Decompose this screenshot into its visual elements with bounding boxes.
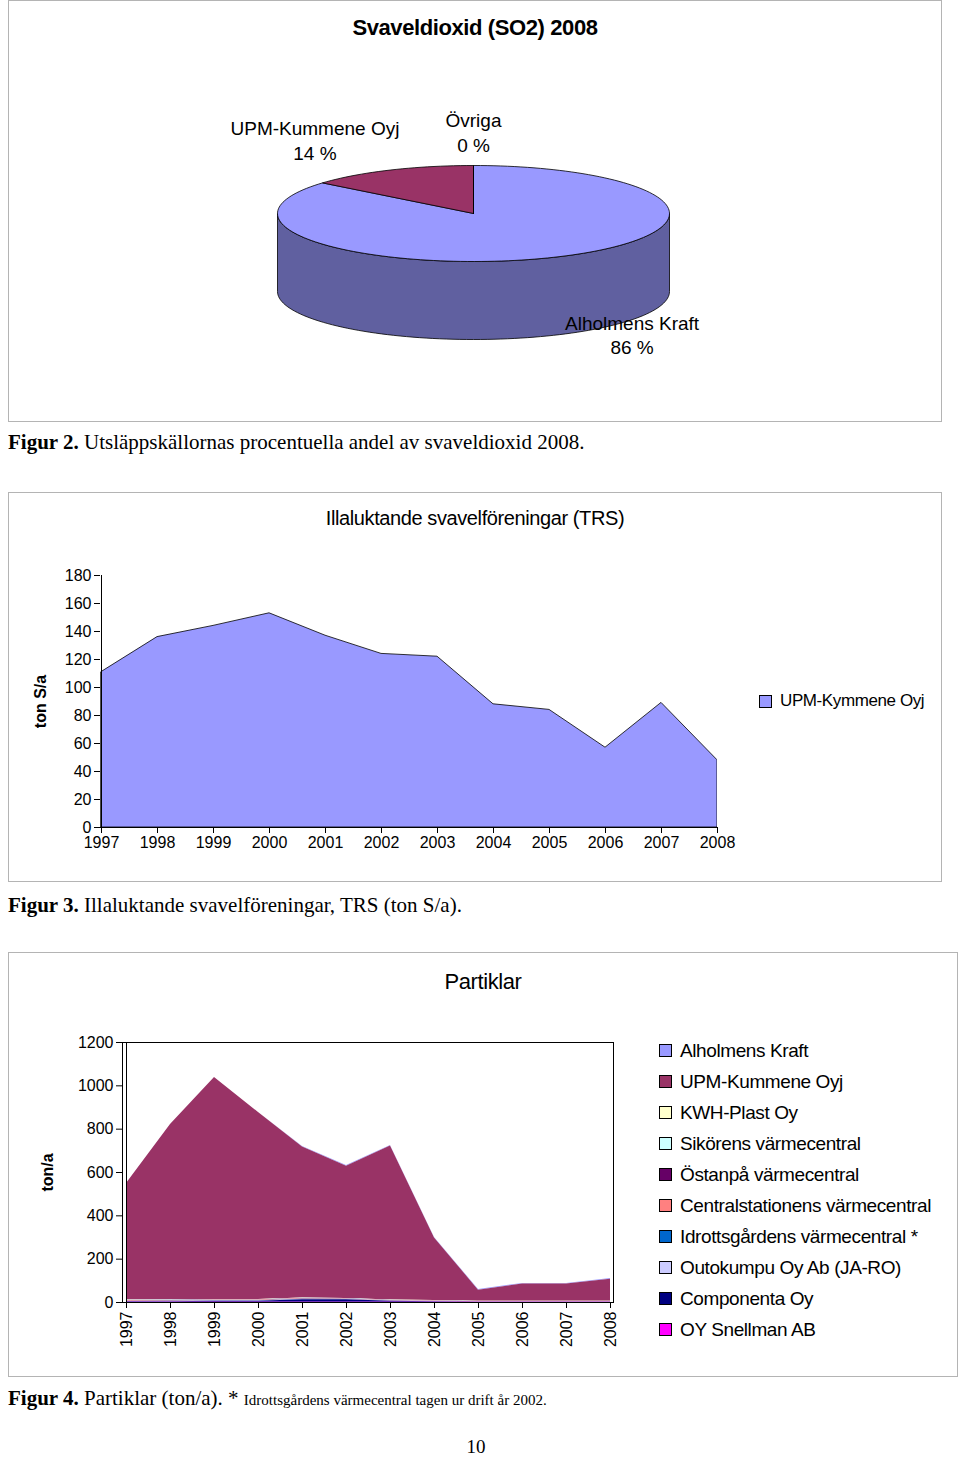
html-text:Partiklar: Partiklar bbox=[444, 969, 522, 994]
html-text:Östanpå värmecentral: Östanpå värmecentral bbox=[680, 1163, 859, 1185]
svg-text:2001: 2001 bbox=[308, 834, 344, 851]
html-text:10: 10 bbox=[466, 1436, 486, 1457]
html-text:Svaveldioxid (SO2) 2008: Svaveldioxid (SO2) 2008 bbox=[352, 15, 598, 40]
svg-text:160: 160 bbox=[65, 595, 92, 612]
svg-text:Övriga0 %: Övriga0 % bbox=[446, 110, 502, 156]
svg-text:1998: 1998 bbox=[140, 834, 176, 851]
html-text:KWH-Plast Oy: KWH-Plast Oy bbox=[680, 1101, 798, 1123]
svg-text:1999: 1999 bbox=[206, 1311, 223, 1347]
svg-text:180: 180 bbox=[65, 567, 92, 584]
html-text:Componenta Oy: Componenta Oy bbox=[680, 1287, 814, 1309]
svg-text:2008: 2008 bbox=[602, 1311, 619, 1347]
html-text:UPM-Kummene Oyj: UPM-Kummene Oyj bbox=[680, 1070, 843, 1092]
svg-text:1998: 1998 bbox=[162, 1311, 179, 1347]
svg-text:600: 600 bbox=[87, 1164, 114, 1181]
svg-text:2008: 2008 bbox=[700, 834, 736, 851]
svg-text:0: 0 bbox=[105, 1294, 114, 1311]
svg-text:1997: 1997 bbox=[84, 834, 120, 851]
html-text:Centralstationens värmecentral: Centralstationens värmecentral bbox=[680, 1194, 931, 1216]
svg-text:100: 100 bbox=[65, 679, 92, 696]
html-text:Figur 4. Partiklar (ton/a). *: Figur 4. Partiklar (ton/a). * Idrottsgår… bbox=[8, 1386, 547, 1410]
svg-text:ton S/a: ton S/a bbox=[32, 675, 49, 728]
svg-text:20: 20 bbox=[74, 791, 92, 808]
svg-text:ton/a: ton/a bbox=[39, 1153, 56, 1191]
html-text:OY Snellman AB: OY Snellman AB bbox=[680, 1318, 816, 1340]
svg-text:40: 40 bbox=[74, 763, 92, 780]
svg-text:2000: 2000 bbox=[250, 1311, 267, 1347]
svg-text:60: 60 bbox=[74, 735, 92, 752]
html-text:Figur 2. Utsläppskällornas pro: Figur 2. Utsläppskällornas procentuella … bbox=[8, 430, 585, 454]
svg-text:200: 200 bbox=[87, 1250, 114, 1267]
svg-text:80: 80 bbox=[74, 707, 92, 724]
html-text:Outokumpu Oy Ab (JA-RO): Outokumpu Oy Ab (JA-RO) bbox=[680, 1256, 901, 1278]
svg-text:2006: 2006 bbox=[514, 1311, 531, 1347]
svg-text:2001: 2001 bbox=[294, 1311, 311, 1347]
svg-text:2003: 2003 bbox=[382, 1311, 399, 1347]
svg-text:140: 140 bbox=[65, 623, 92, 640]
svg-text:0: 0 bbox=[82, 818, 92, 836]
svg-text:2004: 2004 bbox=[476, 834, 512, 851]
html-text:Idrottsgårdens värmecentral *: Idrottsgårdens värmecentral * bbox=[680, 1225, 918, 1247]
svg-text:1997: 1997 bbox=[118, 1311, 135, 1347]
svg-text:2005: 2005 bbox=[470, 1311, 487, 1347]
svg-text:2005: 2005 bbox=[532, 834, 568, 851]
svg-text:2004: 2004 bbox=[426, 1311, 443, 1347]
svg-text:Alholmens Kraft86 %: Alholmens Kraft86 % bbox=[565, 313, 700, 359]
html-text:Figur 3. Illaluktande svavelfö: Figur 3. Illaluktande svavelföreningar, … bbox=[8, 893, 462, 917]
svg-text:2006: 2006 bbox=[588, 834, 624, 851]
svg-text:2007: 2007 bbox=[644, 834, 680, 851]
svg-text:2007: 2007 bbox=[558, 1311, 575, 1347]
svg-text:UPM-Kummene Oyj14 %: UPM-Kummene Oyj14 % bbox=[230, 118, 399, 164]
svg-text:400: 400 bbox=[87, 1207, 114, 1224]
svg-text:2002: 2002 bbox=[364, 834, 400, 851]
svg-text:2003: 2003 bbox=[420, 834, 456, 851]
svg-text:2000: 2000 bbox=[252, 834, 288, 851]
svg-text:120: 120 bbox=[65, 651, 92, 668]
html-text:UPM-Kymmene Oyj: UPM-Kymmene Oyj bbox=[780, 691, 925, 710]
html-text:Alholmens Kraft: Alholmens Kraft bbox=[680, 1039, 809, 1061]
svg-text:800: 800 bbox=[87, 1120, 114, 1137]
html-text:Sikörens värmecentral: Sikörens värmecentral bbox=[680, 1132, 861, 1154]
svg-text:1200: 1200 bbox=[78, 1034, 114, 1051]
html-text:Illaluktande svavelföreningar: Illaluktande svavelföreningar (TRS) bbox=[325, 507, 625, 529]
svg-text:2002: 2002 bbox=[338, 1311, 355, 1347]
svg-text:1000: 1000 bbox=[78, 1077, 114, 1094]
svg-text:1999: 1999 bbox=[196, 834, 232, 851]
